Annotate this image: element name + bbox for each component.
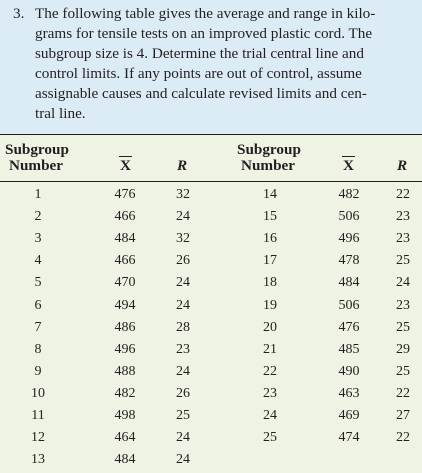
- header-xbar-right: X: [342, 156, 355, 174]
- subgroup-number-cell: 13: [31, 452, 45, 467]
- problem-text: The following table gives the average an…: [35, 4, 417, 124]
- table-header-rule: [0, 181, 422, 182]
- header-xbar-label: X: [343, 157, 354, 174]
- subgroup-number-cell: 16: [263, 231, 277, 246]
- problem-text-line: grams for tensile tests on an improved p…: [35, 25, 373, 42]
- xbar-value-cell: 484: [114, 452, 136, 467]
- range-value-cell: 24: [176, 275, 190, 290]
- header-subgroup-left: Subgroup: [5, 141, 69, 158]
- header-subgroup-right: Subgroup: [237, 141, 301, 158]
- xbar-value-cell: 464: [114, 430, 136, 445]
- overline: [119, 156, 132, 157]
- subgroup-number-cell: 4: [34, 253, 42, 268]
- range-value-cell: 28: [176, 320, 190, 335]
- header-range-left: R: [177, 157, 188, 174]
- range-value-cell: 23: [396, 209, 410, 224]
- subgroup-number-cell: 5: [34, 275, 42, 290]
- xbar-value-cell: 474: [338, 430, 360, 445]
- subgroup-number-cell: 18: [263, 275, 277, 290]
- range-value-cell: 23: [396, 231, 410, 246]
- subgroup-number-cell: 19: [263, 298, 277, 313]
- range-value-cell: 25: [396, 364, 410, 379]
- subgroup-number-cell: 14: [263, 187, 277, 202]
- xbar-value-cell: 506: [338, 298, 360, 313]
- subgroup-number-cell: 21: [263, 342, 277, 357]
- range-value-cell: 23: [176, 342, 190, 357]
- xbar-value-cell: 485: [338, 342, 360, 357]
- subgroup-number-cell: 23: [263, 386, 277, 401]
- xbar-value-cell: 506: [338, 209, 360, 224]
- subgroup-number-cell: 6: [34, 298, 42, 313]
- xbar-value-cell: 486: [114, 320, 136, 335]
- xbar-value-cell: 463: [338, 386, 360, 401]
- range-value-cell: 25: [396, 253, 410, 268]
- subgroup-number-cell: 11: [31, 408, 45, 423]
- data-table: [0, 134, 422, 473]
- xbar-value-cell: 494: [114, 298, 136, 313]
- range-value-cell: 25: [396, 320, 410, 335]
- range-value-cell: 24: [176, 452, 190, 467]
- subgroup-number-cell: 22: [263, 364, 277, 379]
- xbar-value-cell: 484: [114, 231, 136, 246]
- xbar-value-cell: 484: [338, 275, 360, 290]
- xbar-value-cell: 466: [114, 253, 136, 268]
- overline: [342, 156, 355, 157]
- problem-text-line: subgroup size is 4. Determine the trial …: [35, 45, 364, 62]
- problem-text-line: tral line.: [35, 105, 86, 122]
- subgroup-number-cell: 1: [34, 187, 42, 202]
- problem-text-line: control limits. If any points are out of…: [35, 65, 362, 82]
- xbar-value-cell: 482: [114, 386, 136, 401]
- xbar-value-cell: 482: [338, 187, 360, 202]
- problem-statement-box: 3. The following table gives the average…: [0, 0, 422, 134]
- range-value-cell: 29: [396, 342, 410, 357]
- xbar-value-cell: 476: [114, 187, 136, 202]
- subgroup-number-cell: 7: [34, 320, 42, 335]
- subgroup-number-cell: 3: [34, 231, 42, 246]
- xbar-value-cell: 488: [114, 364, 136, 379]
- range-value-cell: 32: [176, 187, 190, 202]
- subgroup-number-cell: 25: [263, 430, 277, 445]
- range-value-cell: 24: [176, 298, 190, 313]
- range-value-cell: 24: [176, 209, 190, 224]
- range-value-cell: 22: [396, 430, 410, 445]
- range-value-cell: 26: [176, 386, 190, 401]
- header-xbar-left: X: [119, 156, 132, 174]
- range-value-cell: 25: [176, 408, 190, 423]
- range-value-cell: 27: [396, 408, 410, 423]
- xbar-value-cell: 469: [338, 408, 360, 423]
- xbar-value-cell: 470: [114, 275, 136, 290]
- xbar-value-cell: 496: [114, 342, 136, 357]
- header-range-right: R: [397, 157, 408, 174]
- range-value-cell: 22: [396, 187, 410, 202]
- subgroup-number-cell: 8: [34, 342, 42, 357]
- xbar-value-cell: 498: [114, 408, 136, 423]
- subgroup-number-cell: 9: [34, 364, 42, 379]
- subgroup-number-cell: 10: [31, 386, 45, 401]
- range-value-cell: 24: [396, 275, 410, 290]
- range-value-cell: 22: [396, 386, 410, 401]
- range-value-cell: 24: [176, 430, 190, 445]
- subgroup-number-cell: 12: [31, 430, 45, 445]
- problem-text-line: The following table gives the average an…: [35, 5, 376, 22]
- xbar-value-cell: 466: [114, 209, 136, 224]
- header-number-right: Number: [241, 157, 295, 174]
- subgroup-number-cell: 15: [263, 209, 277, 224]
- range-value-cell: 26: [176, 253, 190, 268]
- xbar-value-cell: 478: [338, 253, 360, 268]
- problem-text-line: assignable causes and calculate revised …: [35, 85, 367, 102]
- subgroup-number-cell: 20: [263, 320, 277, 335]
- subgroup-number-cell: 17: [263, 253, 277, 268]
- range-value-cell: 23: [396, 298, 410, 313]
- problem-number: 3.: [13, 5, 25, 22]
- header-xbar-label: X: [120, 157, 131, 174]
- xbar-value-cell: 490: [338, 364, 360, 379]
- range-value-cell: 24: [176, 364, 190, 379]
- range-value-cell: 32: [176, 231, 190, 246]
- xbar-value-cell: 496: [338, 231, 360, 246]
- header-number-left: Number: [9, 157, 63, 174]
- table-top-rule: [0, 134, 422, 136]
- xbar-value-cell: 476: [338, 320, 360, 335]
- subgroup-number-cell: 24: [263, 408, 277, 423]
- subgroup-number-cell: 2: [34, 209, 42, 224]
